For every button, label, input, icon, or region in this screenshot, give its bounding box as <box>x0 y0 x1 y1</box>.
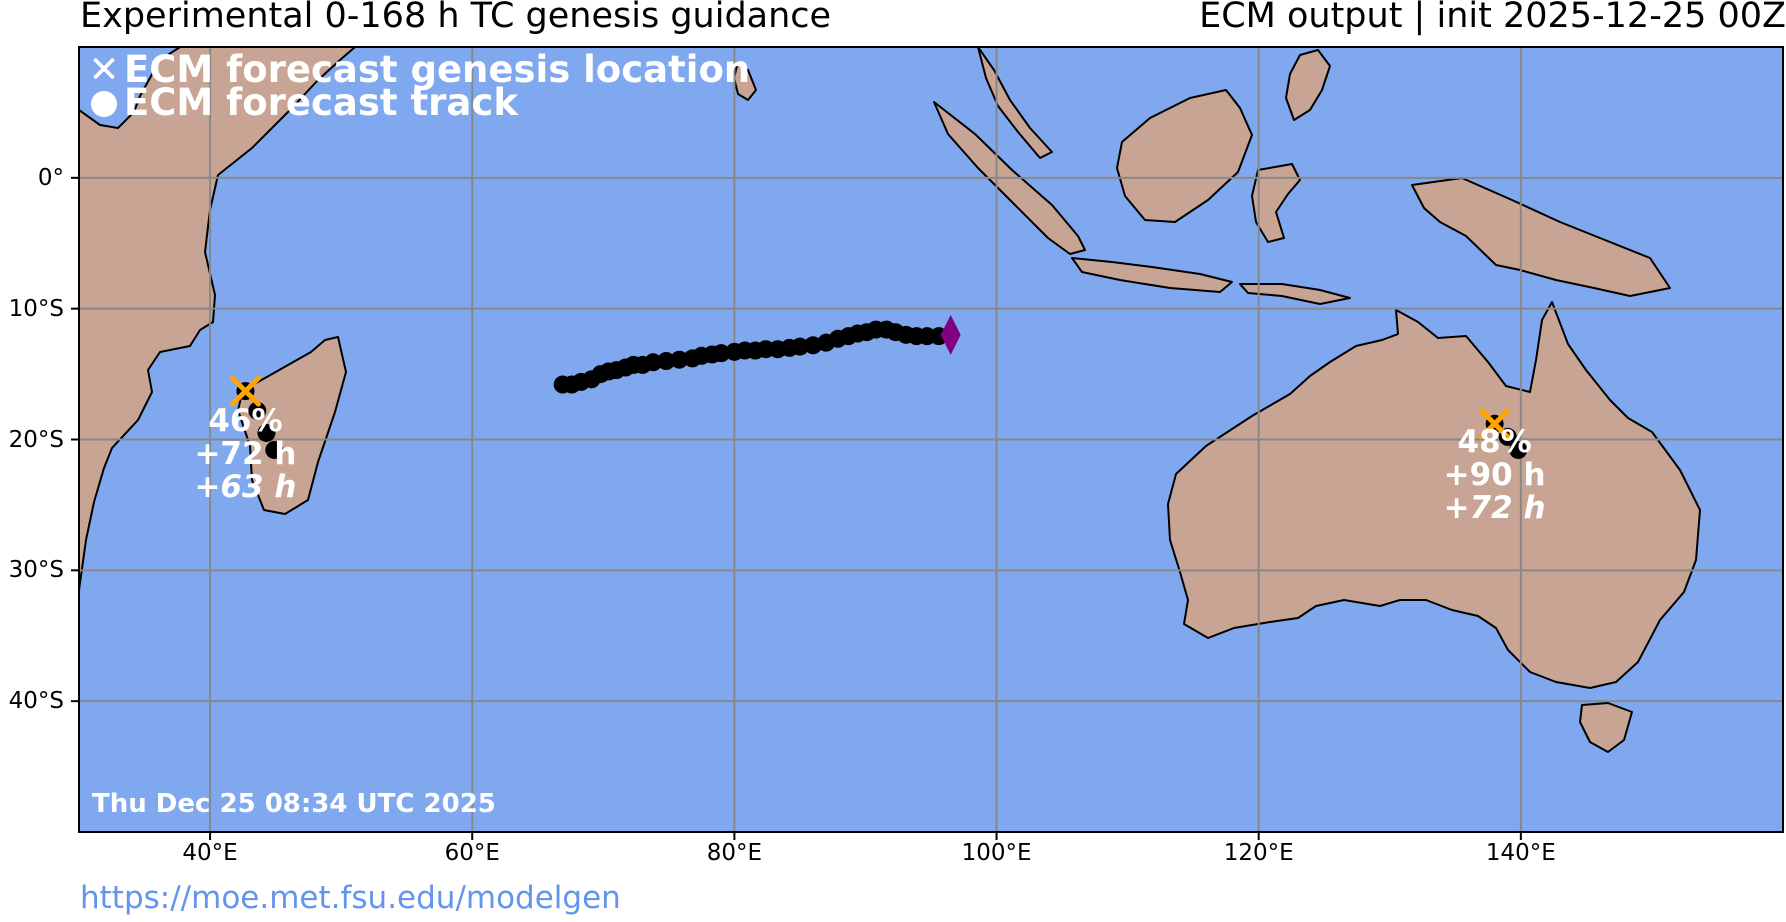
x-tick-label: 60°E <box>444 840 500 866</box>
x-mark-icon: ✕ <box>88 48 120 91</box>
y-tick-label: 0° <box>37 164 64 191</box>
madagascar-landmass <box>237 336 347 515</box>
source-url-link[interactable]: https://moe.met.fsu.edu/modelgen <box>80 880 621 916</box>
genesis-x-stroke <box>229 375 261 407</box>
storm-lead-time: +90 h <box>1443 456 1546 493</box>
track-point <box>712 344 731 363</box>
active-storm-track <box>553 320 948 394</box>
track-point <box>670 350 689 369</box>
model-init-label: ECM output | init 2025-12-25 00Z <box>1199 0 1786 36</box>
genesis-x-icon <box>1479 408 1511 440</box>
y-tick-label: 20°S <box>8 426 64 453</box>
tasmania-landmass <box>1579 702 1633 753</box>
africa-landmass <box>79 47 356 591</box>
storm-probability: 46% <box>208 403 283 440</box>
chart-title: Experimental 0-168 h TC genesis guidance <box>80 0 832 36</box>
storm-probability: 48% <box>1457 423 1532 460</box>
track-point <box>1509 440 1528 459</box>
x-tick-label: 100°E <box>961 840 1032 866</box>
track-point <box>265 440 284 459</box>
track-point <box>257 423 276 442</box>
legend-genesis-entry: ✕ ECM forecast genesis location <box>86 48 750 91</box>
lesser-sunda-landmass <box>1239 283 1351 305</box>
java-landmass <box>1071 257 1233 293</box>
timestamp: Thu Dec 25 08:34 UTC 2025 <box>92 789 496 819</box>
storm-lead-time: +72 h <box>194 436 297 473</box>
x-tick-label: 120°E <box>1223 840 1294 866</box>
x-tick-label: 80°E <box>706 840 763 866</box>
gridlines <box>79 47 1783 832</box>
track-point <box>644 353 663 372</box>
new-guinea-landmass <box>1411 177 1671 297</box>
legend-track-entry: ECM forecast track <box>86 81 518 124</box>
storm-italic-time: +63 h <box>194 469 297 506</box>
x-tick-label: 140°E <box>1485 840 1556 866</box>
y-tick-label: 30°S <box>8 557 64 584</box>
circle-icon <box>86 81 122 124</box>
philippines-landmass <box>1285 49 1331 121</box>
storm-italic-time: +72 h <box>1443 489 1546 526</box>
track-point <box>790 337 809 356</box>
storm-label: 48% +90 h +72 h <box>1443 423 1546 526</box>
legend-genesis-label: ECM forecast genesis location <box>124 48 751 91</box>
track-point <box>657 352 676 370</box>
sulawesi-landmass <box>1251 163 1301 243</box>
australia-landmass <box>1167 301 1701 689</box>
axis-tick-marks <box>71 176 1522 840</box>
storm-label: 46% +72 h +63 h <box>194 405 296 504</box>
y-tick-label: 40°S <box>8 688 64 715</box>
land-masses <box>79 47 1701 753</box>
borneo-landmass <box>1116 89 1253 223</box>
genesis-x-icon <box>229 375 261 407</box>
genesis-markers <box>229 375 1511 440</box>
current-position-diamond-icon <box>940 314 961 355</box>
legend-track-label: ECM forecast track <box>124 81 518 124</box>
y-tick-label: 10°S <box>8 295 64 322</box>
x-tick-label: 40°E <box>182 840 238 866</box>
track-point <box>248 401 267 420</box>
genesis-x-stroke <box>1479 408 1511 440</box>
